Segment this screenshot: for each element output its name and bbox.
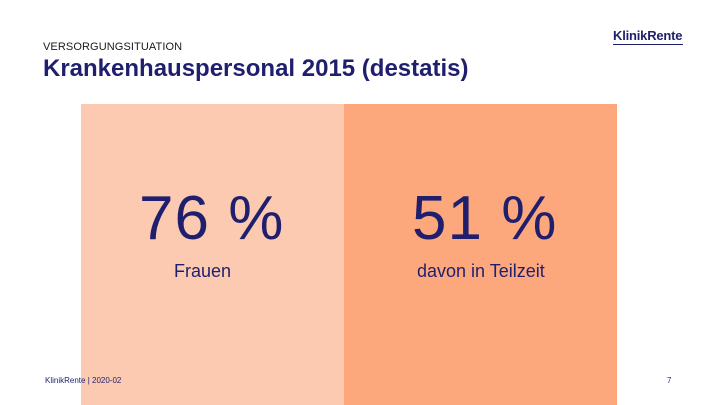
stat-value-parttime: 51 %: [412, 184, 558, 253]
eyebrow-label: VERSORGUNGSITUATION: [43, 41, 183, 53]
stat-value-women: 76 %: [139, 184, 285, 253]
stat-label-parttime: davon in Teilzeit: [417, 261, 545, 281]
stat-label-women: Frauen: [174, 261, 232, 281]
page-title: Krankenhauspersonal 2015 (destatis): [43, 55, 469, 82]
klinikrente-logo: KlinikRente: [613, 28, 683, 43]
page-number: 7: [667, 376, 672, 385]
stat-panel-women: [81, 104, 344, 405]
footer-text: KlinikRente | 2020-02: [45, 376, 122, 385]
logo-underline: [613, 44, 683, 45]
stat-panel-parttime: [344, 104, 617, 405]
